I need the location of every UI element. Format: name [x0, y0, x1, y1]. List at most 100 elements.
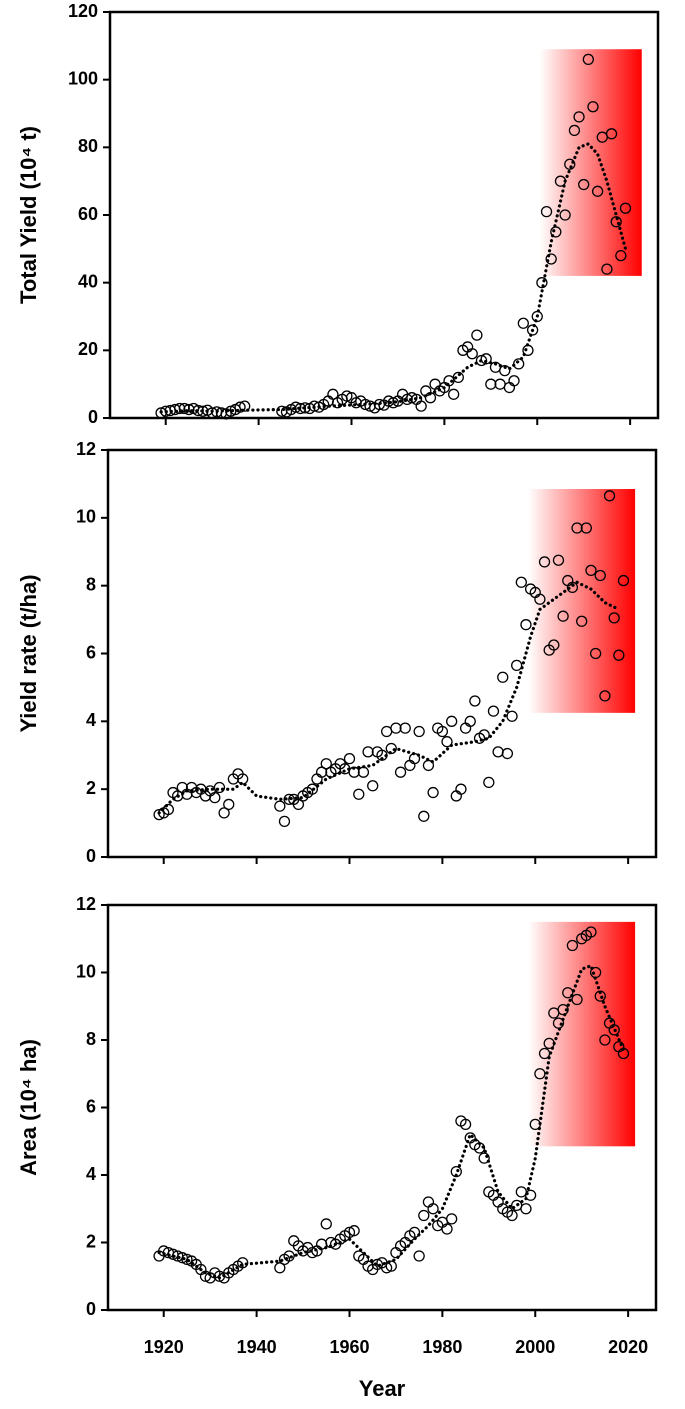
y-tick-label: 6 — [86, 1096, 96, 1116]
data-point — [503, 381, 516, 394]
data-point — [427, 786, 439, 799]
y-tick-label: 40 — [78, 271, 98, 291]
data-point — [492, 746, 504, 758]
data-point — [487, 705, 500, 717]
data-point — [278, 815, 291, 828]
data-point — [320, 1218, 332, 1230]
data-point — [181, 1253, 193, 1266]
data-point — [292, 798, 305, 811]
data-point — [223, 798, 235, 811]
data-point — [362, 746, 374, 758]
data-point — [520, 1203, 532, 1215]
data-point — [413, 1250, 425, 1262]
data-point — [290, 401, 302, 413]
data-point — [153, 808, 165, 821]
data-point — [534, 1068, 546, 1080]
data-point — [448, 388, 460, 400]
y-tick-label: 8 — [86, 574, 96, 594]
data-point — [469, 695, 481, 707]
data-point — [594, 569, 606, 582]
y-tick-label: 20 — [78, 339, 98, 359]
data-point — [367, 780, 379, 792]
data-point — [566, 581, 579, 594]
data-point — [380, 1262, 393, 1274]
data-point — [237, 1257, 249, 1269]
data-point — [427, 1203, 439, 1215]
data-point — [327, 388, 339, 400]
data-point — [394, 766, 407, 778]
data-point — [390, 1246, 402, 1259]
data-point — [385, 1260, 397, 1272]
highlight-region — [528, 921, 636, 1147]
y-tick-label: 4 — [86, 710, 96, 730]
data-point — [436, 725, 449, 738]
y-tick-label: 0 — [88, 407, 98, 427]
y-axis-label: Area (10⁴ ha) — [16, 1039, 41, 1176]
y-tick-label: 0 — [86, 846, 96, 866]
data-point — [464, 715, 476, 727]
y-tick-label: 8 — [86, 1029, 96, 1049]
data-point — [343, 752, 356, 765]
data-point — [508, 375, 520, 387]
data-point — [485, 378, 497, 390]
data-point — [446, 1213, 458, 1225]
data-point — [562, 987, 574, 999]
data-point — [599, 690, 611, 702]
data-point — [446, 715, 458, 727]
data-point — [478, 729, 490, 741]
data-point — [357, 766, 370, 778]
data-point — [406, 392, 418, 404]
data-point — [534, 593, 546, 605]
data-point — [353, 788, 365, 800]
y-tick-label: 12 — [76, 894, 96, 914]
data-point — [585, 564, 597, 577]
x-tick-label: 1920 — [144, 1337, 184, 1357]
data-point — [466, 348, 478, 360]
x-tick-label: 1940 — [237, 1337, 277, 1357]
trend-line — [157, 963, 626, 1280]
data-point — [348, 1225, 360, 1237]
data-point — [589, 647, 602, 660]
data-point — [578, 178, 590, 191]
data-point — [603, 490, 616, 502]
y-axis-label: Yield rate (t/ha) — [16, 574, 41, 732]
data-point — [526, 324, 539, 336]
data-point — [413, 725, 425, 738]
data-point — [559, 209, 571, 221]
data-point — [566, 939, 579, 952]
data-point — [450, 790, 462, 802]
data-point — [520, 619, 532, 631]
y-tick-label: 6 — [86, 642, 96, 662]
data-point — [591, 185, 604, 197]
data-point — [617, 574, 630, 587]
y-tick-label: 100 — [68, 68, 98, 88]
data-point — [471, 329, 483, 341]
data-point — [480, 353, 492, 365]
data-point — [585, 926, 597, 938]
y-tick-label: 2 — [86, 778, 96, 798]
data-point — [557, 610, 569, 622]
data-point — [613, 649, 625, 661]
data-point — [580, 522, 592, 534]
y-tick-label: 10 — [76, 961, 96, 981]
data-point — [315, 766, 328, 778]
y-tick-label: 0 — [86, 1299, 96, 1319]
data-point — [573, 111, 585, 123]
y-tick-label: 80 — [78, 136, 98, 156]
data-point — [552, 554, 565, 566]
data-point — [206, 407, 218, 419]
data-point — [536, 277, 548, 289]
x-tick-label: 2020 — [608, 1337, 648, 1357]
data-point — [492, 1196, 504, 1208]
data-point — [239, 400, 251, 412]
data-point — [524, 1189, 537, 1201]
x-tick-label: 1980 — [422, 1337, 462, 1357]
data-point — [283, 1250, 295, 1262]
data-point — [501, 747, 514, 760]
data-point — [306, 783, 318, 795]
data-point — [517, 317, 529, 329]
data-point — [415, 400, 427, 412]
data-point — [605, 128, 618, 140]
data-point — [511, 659, 523, 672]
